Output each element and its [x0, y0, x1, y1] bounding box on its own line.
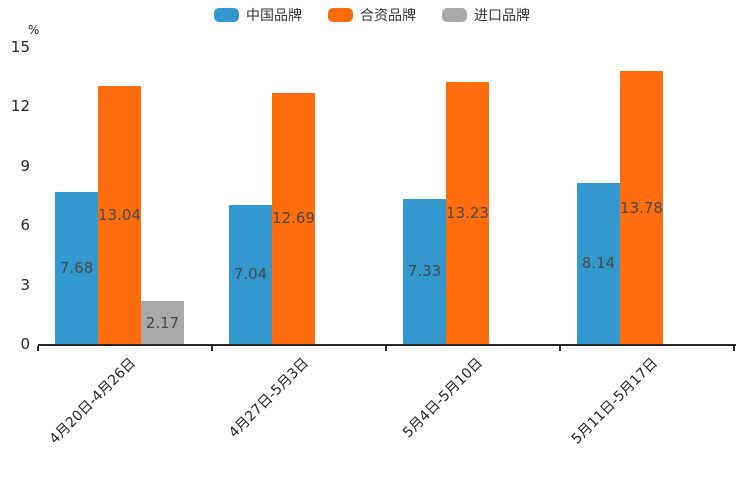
- y-tick-label: 0: [20, 335, 30, 353]
- x-category-label: 5月11日-5月17日: [568, 355, 661, 448]
- legend: 中国品牌 合资品牌 进口品牌: [0, 5, 744, 25]
- x-tick-mark: [733, 346, 735, 351]
- bar: 8.14: [577, 182, 620, 344]
- legend-item-2[interactable]: 进口品牌: [442, 5, 530, 25]
- bar: 12.69: [272, 92, 315, 344]
- y-tick-label: 9: [20, 156, 30, 175]
- bar-value-label: 8.14: [581, 254, 616, 273]
- bar-value-label: 2.17: [145, 313, 180, 332]
- x-category-label: 4月27日-5月3日: [226, 355, 313, 442]
- bar-value-label: 13.78: [620, 198, 663, 217]
- y-tick-label: 15: [10, 38, 30, 56]
- bar: 13.78: [620, 71, 663, 344]
- bar: 7.68: [55, 191, 98, 344]
- bar-value-label: 7.33: [407, 262, 442, 281]
- legend-swatch: [214, 8, 239, 22]
- bar: 13.23: [446, 82, 489, 344]
- bar: 7.33: [403, 198, 446, 344]
- x-tick-mark: [211, 346, 213, 351]
- bar: 7.04: [229, 204, 272, 344]
- y-axis-unit-label: %: [28, 23, 40, 37]
- x-tick-mark: [385, 346, 387, 351]
- y-tick-label: 3: [20, 275, 30, 294]
- x-axis-line: [38, 344, 736, 346]
- bar-value-label: 13.04: [98, 205, 141, 224]
- bar: 2.17: [141, 301, 184, 344]
- bar-value-label: 12.69: [272, 209, 315, 228]
- legend-swatch: [328, 8, 353, 22]
- y-tick-label: 6: [20, 216, 30, 235]
- x-category-label: 4月20日-4月26日: [46, 355, 139, 448]
- legend-label: 合资品牌: [360, 8, 416, 24]
- x-category-label: 5月4日-5月10日: [400, 355, 487, 442]
- y-tick-label: 12: [10, 97, 30, 116]
- bar-value-label: 7.04: [233, 265, 268, 284]
- bar: 13.04: [98, 85, 141, 344]
- legend-item-1[interactable]: 合资品牌: [328, 5, 416, 25]
- x-tick-mark: [559, 346, 561, 351]
- bar-value-label: 13.23: [446, 204, 489, 222]
- legend-label: 中国品牌: [246, 8, 302, 24]
- bar-value-label: 7.68: [59, 258, 94, 277]
- x-tick-mark: [37, 346, 39, 351]
- legend-item-0[interactable]: 中国品牌: [214, 5, 302, 25]
- legend-swatch: [442, 8, 467, 22]
- legend-label: 进口品牌: [474, 8, 530, 24]
